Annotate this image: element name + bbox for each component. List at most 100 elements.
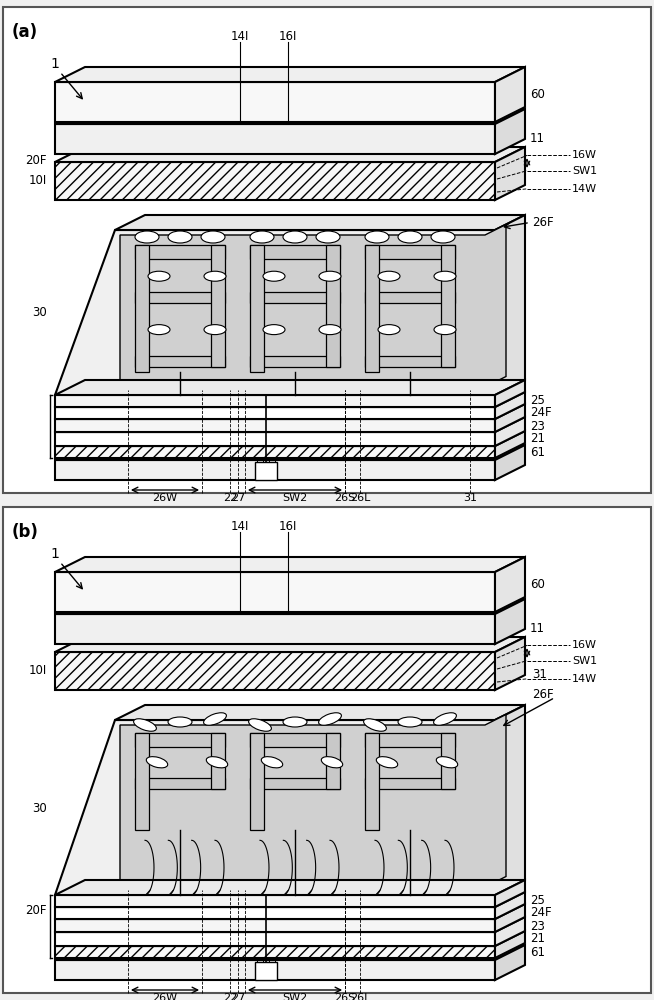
Polygon shape — [55, 720, 495, 895]
Text: 27: 27 — [231, 993, 245, 1000]
Polygon shape — [55, 432, 495, 446]
Text: (b): (b) — [12, 523, 39, 541]
Text: 26W: 26W — [152, 993, 178, 1000]
Ellipse shape — [133, 719, 156, 731]
Polygon shape — [55, 419, 495, 432]
Text: 61: 61 — [530, 446, 545, 458]
Ellipse shape — [148, 271, 170, 281]
Bar — [365, 245, 455, 259]
Polygon shape — [55, 637, 525, 652]
Polygon shape — [495, 637, 525, 690]
Polygon shape — [115, 705, 525, 720]
Ellipse shape — [376, 757, 398, 768]
Ellipse shape — [434, 271, 456, 281]
Text: SW2: SW2 — [283, 993, 307, 1000]
Ellipse shape — [168, 717, 192, 727]
Bar — [135, 292, 225, 303]
Ellipse shape — [431, 231, 455, 243]
Bar — [135, 356, 225, 367]
Ellipse shape — [135, 231, 159, 243]
Polygon shape — [55, 162, 495, 200]
Bar — [3, 7, 651, 493]
Bar — [250, 356, 340, 367]
Text: (a): (a) — [12, 23, 38, 41]
Polygon shape — [495, 880, 525, 907]
Ellipse shape — [204, 271, 226, 281]
Bar — [441, 245, 455, 367]
Polygon shape — [55, 446, 495, 458]
Polygon shape — [55, 82, 495, 122]
Polygon shape — [55, 230, 495, 395]
Ellipse shape — [318, 713, 341, 725]
Bar — [365, 356, 455, 367]
Polygon shape — [55, 614, 495, 644]
Bar — [135, 245, 225, 259]
Text: 21: 21 — [530, 932, 545, 946]
Bar — [255, 462, 277, 480]
Text: SW1: SW1 — [572, 656, 597, 666]
Ellipse shape — [262, 757, 283, 768]
Polygon shape — [495, 392, 525, 419]
Polygon shape — [55, 895, 495, 907]
Ellipse shape — [203, 713, 226, 725]
Text: 14I: 14I — [231, 520, 249, 534]
Ellipse shape — [146, 757, 167, 768]
Polygon shape — [55, 557, 525, 572]
Text: 11: 11 — [530, 132, 545, 145]
Text: 25: 25 — [530, 394, 545, 408]
Bar — [441, 733, 455, 789]
Bar — [250, 733, 340, 747]
Polygon shape — [115, 215, 525, 230]
Polygon shape — [495, 109, 525, 154]
Text: 24F: 24F — [530, 406, 551, 420]
Polygon shape — [55, 931, 525, 946]
Bar — [326, 733, 340, 789]
Text: 61: 61 — [530, 946, 545, 958]
Polygon shape — [55, 892, 525, 907]
Text: 10I: 10I — [29, 664, 47, 678]
Polygon shape — [55, 460, 495, 480]
Polygon shape — [495, 557, 525, 612]
Text: 14W: 14W — [572, 184, 597, 194]
Polygon shape — [495, 904, 525, 932]
Ellipse shape — [378, 325, 400, 335]
Polygon shape — [55, 572, 495, 612]
Ellipse shape — [378, 271, 400, 281]
Polygon shape — [55, 67, 525, 82]
Text: 60: 60 — [530, 578, 545, 590]
Bar — [365, 292, 455, 303]
Polygon shape — [55, 599, 525, 614]
Bar — [135, 733, 225, 747]
Ellipse shape — [201, 231, 225, 243]
Bar — [365, 733, 455, 747]
Polygon shape — [495, 599, 525, 644]
Polygon shape — [55, 919, 495, 932]
Polygon shape — [55, 404, 525, 419]
Polygon shape — [55, 395, 495, 407]
Bar — [135, 733, 149, 830]
Text: 14W: 14W — [572, 674, 597, 684]
Ellipse shape — [204, 325, 226, 335]
Text: SW1: SW1 — [572, 166, 597, 176]
Polygon shape — [55, 652, 495, 690]
Polygon shape — [495, 931, 525, 958]
Polygon shape — [495, 705, 525, 895]
Polygon shape — [55, 124, 495, 154]
Polygon shape — [495, 445, 525, 480]
Bar — [250, 292, 340, 303]
Bar — [135, 245, 149, 372]
Bar — [326, 245, 340, 367]
Text: 21: 21 — [530, 432, 545, 446]
Polygon shape — [495, 431, 525, 458]
Text: 24F: 24F — [530, 906, 551, 920]
Text: 23: 23 — [530, 420, 545, 432]
Text: 20F: 20F — [26, 904, 47, 916]
Ellipse shape — [319, 325, 341, 335]
Ellipse shape — [148, 325, 170, 335]
Polygon shape — [55, 407, 495, 419]
Bar — [250, 245, 340, 259]
Ellipse shape — [434, 713, 456, 725]
Text: 30: 30 — [32, 306, 47, 320]
Polygon shape — [495, 215, 525, 395]
Text: 26F: 26F — [532, 216, 554, 229]
